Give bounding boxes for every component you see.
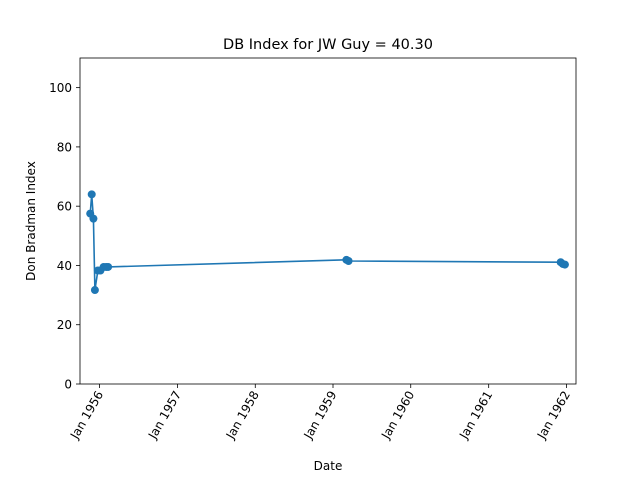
y-axis-label: Don Bradman Index: [24, 161, 38, 281]
y-tick-label: 20: [57, 318, 72, 332]
y-tick-label: 100: [49, 81, 72, 95]
y-tick-label: 0: [64, 378, 72, 392]
axes-frame: [79, 57, 577, 385]
data-point: [104, 262, 113, 271]
x-axis-label: Date: [314, 459, 343, 473]
y-tick-label: 60: [57, 200, 72, 214]
data-point: [344, 257, 353, 266]
data-point: [90, 286, 99, 295]
data-point: [560, 260, 569, 269]
chart-title: DB Index for JW Guy = 40.30: [223, 37, 433, 53]
y-tick-label: 80: [57, 140, 72, 154]
y-tick-label: 40: [57, 259, 72, 273]
data-point: [89, 214, 98, 223]
data-point: [87, 190, 96, 199]
